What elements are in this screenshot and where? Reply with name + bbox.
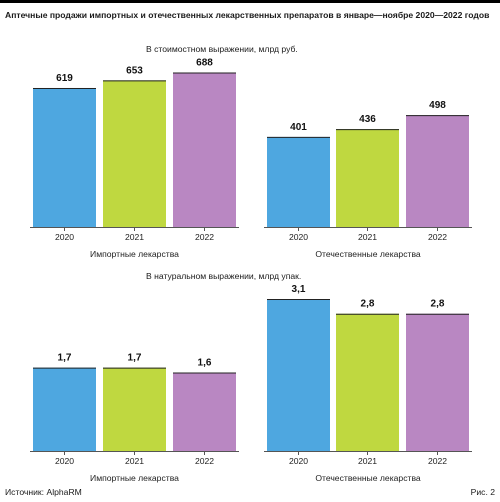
year-label-p2-g2-2021: 2021 — [358, 456, 377, 466]
year-label-p2-g1-2022: 2022 — [195, 456, 214, 466]
bar-p1-g2-2021 — [336, 129, 399, 227]
value-label-p2-g1-2021: 1,7 — [128, 353, 142, 364]
bar-p2-g1-2021 — [103, 367, 166, 451]
year-label-p1-g1-2022: 2022 — [195, 232, 214, 242]
value-label-p2-g2-2020: 3,1 — [292, 284, 306, 295]
value-label-p1-g2-2021: 436 — [359, 114, 376, 125]
bar-p2-g2-2022 — [406, 313, 469, 451]
figure-label: Рис. 2 — [470, 487, 495, 497]
value-label-p1-g1-2022: 688 — [196, 57, 213, 68]
bar-p2-g1-2020 — [33, 367, 96, 451]
year-label-p2-g2-2020: 2020 — [289, 456, 308, 466]
chart-title: Аптечные продажи импортных и отечественн… — [5, 10, 490, 20]
bar-p1-g1-2022 — [173, 72, 236, 228]
year-label-p2-g2-2022: 2022 — [428, 456, 447, 466]
value-label-p2-g1-2020: 1,7 — [58, 353, 72, 364]
year-label-p1-g1-2020: 2020 — [55, 232, 74, 242]
value-label-p2-g2-2022: 2,8 — [431, 299, 445, 310]
bar-p2-g1-2022 — [173, 372, 236, 451]
bar-p1-g1-2020 — [33, 87, 96, 228]
panel-1-title: В стоимостном выражении, млрд руб. — [146, 44, 298, 54]
group-label-p1-g1: Импортные лекарства — [90, 249, 179, 259]
bar-p1-g2-2022 — [406, 115, 469, 227]
top-rule — [0, 0, 500, 3]
year-label-p1-g2-2022: 2022 — [428, 232, 447, 242]
year-label-p1-g1-2021: 2021 — [125, 232, 144, 242]
bar-p2-g2-2020 — [267, 299, 330, 451]
bar-p2-g2-2021 — [336, 313, 399, 451]
value-label-p1-g1-2020: 619 — [56, 73, 73, 84]
group-label-p1-g2: Отечественные лекарства — [315, 249, 421, 259]
value-label-p1-g2-2020: 401 — [290, 122, 307, 133]
year-label-p2-g1-2020: 2020 — [55, 456, 74, 466]
value-label-p2-g2-2021: 2,8 — [361, 299, 375, 310]
bar-p1-g2-2020 — [267, 136, 330, 227]
value-label-p1-g1-2021: 653 — [126, 65, 143, 76]
year-label-p1-g2-2021: 2021 — [358, 232, 377, 242]
year-label-p1-g2-2020: 2020 — [289, 232, 308, 242]
source-note: Источник: AlphaRM — [5, 487, 82, 497]
value-label-p1-g2-2022: 498 — [429, 100, 446, 111]
year-label-p2-g1-2021: 2021 — [125, 456, 144, 466]
group-label-p2-g1: Импортные лекарства — [90, 473, 179, 483]
value-label-p2-g1-2022: 1,6 — [198, 358, 212, 369]
group-label-p2-g2: Отечественные лекарства — [315, 473, 421, 483]
bar-p1-g1-2021 — [103, 80, 166, 227]
panel-2-title: В натуральном выражении, млрд упак. — [146, 271, 302, 281]
